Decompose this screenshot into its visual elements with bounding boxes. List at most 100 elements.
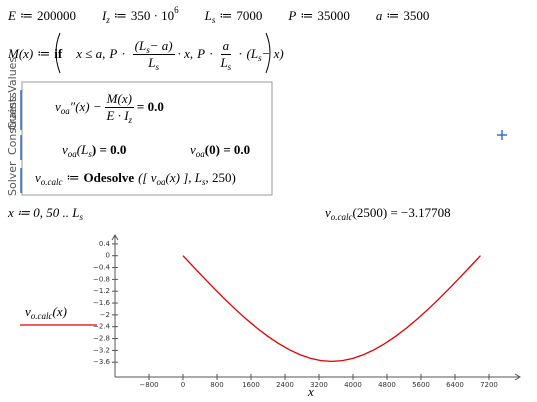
- var: a: [375, 8, 383, 23]
- t: − x): [261, 46, 284, 61]
- t: a: [222, 37, 230, 53]
- y-tick-label: 0.4: [99, 240, 111, 248]
- solver-label: Constraints: [6, 92, 19, 155]
- if-parens: [55, 32, 271, 74]
- op: ≔: [113, 8, 127, 23]
- t: (2500) = −3.17708: [352, 205, 451, 220]
- t: v: [190, 142, 196, 157]
- y-tick-label: −0.8: [93, 275, 110, 283]
- constraint: v oa (0) = 0.0: [190, 142, 251, 159]
- t: (0) = 0.0: [204, 142, 251, 157]
- value: 350 · 10: [130, 8, 175, 23]
- sub: s: [146, 44, 150, 55]
- sub: oa: [156, 177, 166, 187]
- t: (x) ], L: [165, 170, 202, 185]
- sub: o.calc: [30, 311, 53, 321]
- op: ≔: [66, 170, 80, 185]
- y-tick-label: −2.8: [93, 335, 110, 343]
- fn: M(x): [8, 46, 34, 61]
- t: − a): [149, 37, 173, 53]
- t: (x): [52, 304, 67, 319]
- y-tick-label: 0: [106, 252, 110, 260]
- x-axis-label: x: [308, 384, 314, 399]
- t: ([ v: [138, 170, 157, 185]
- op: ≔: [386, 8, 400, 23]
- y-tick-label: −1.2: [93, 287, 110, 295]
- kw: if: [54, 46, 63, 61]
- sub: z: [128, 114, 133, 125]
- y-tick-label: −2: [100, 311, 110, 319]
- sub: o.calc: [330, 212, 353, 222]
- x-tick-label: 3200: [310, 381, 328, 389]
- axis-arrow: [111, 234, 521, 381]
- t: ·: [121, 46, 126, 61]
- t: ″(x) −: [69, 99, 102, 114]
- x-tick-label: −800: [139, 381, 158, 389]
- t: , 250): [205, 170, 236, 185]
- t: L: [148, 54, 156, 70]
- var: E: [8, 8, 16, 23]
- t: v: [55, 99, 61, 114]
- t: M(x): [106, 90, 132, 106]
- sub: o.calc: [40, 177, 63, 187]
- t: = 0.0: [136, 99, 164, 114]
- t: ·: [238, 46, 243, 61]
- sub: oa: [60, 106, 70, 116]
- series-line: [182, 255, 481, 363]
- sup: 6: [174, 5, 179, 15]
- x-tick-label: 4000: [344, 381, 362, 389]
- op: ≔: [37, 46, 51, 61]
- value: 35000: [317, 8, 350, 23]
- var: L: [204, 8, 212, 23]
- t: ) = 0.0: [91, 142, 127, 157]
- x-tick-label: 6400: [446, 381, 464, 389]
- y-tick-label: −3.2: [93, 346, 110, 354]
- t: x ≤ a: [76, 46, 103, 61]
- t: E · I: [106, 107, 129, 123]
- t: v: [35, 170, 41, 185]
- t: L: [220, 54, 228, 70]
- x-tick-label: 1600: [242, 381, 260, 389]
- t: ·: [209, 46, 214, 61]
- t: P: [197, 46, 206, 61]
- op: ≔: [300, 8, 314, 23]
- t: P: [109, 46, 118, 61]
- t: (L: [246, 46, 259, 61]
- t: (L: [76, 142, 89, 157]
- solver-box: [21, 81, 273, 196]
- value: 3500: [403, 8, 430, 23]
- solver-label: Solver: [6, 161, 19, 196]
- constraint: v oa (L s) = 0.0: [62, 142, 127, 159]
- legend-label: v o.calc (x): [25, 304, 67, 321]
- var: I: [101, 8, 107, 23]
- sub: oa: [195, 149, 205, 159]
- y-tick-label: −0.4: [93, 264, 111, 272]
- sub: s: [88, 149, 92, 159]
- t: v: [25, 304, 31, 319]
- sub: s: [211, 15, 216, 25]
- sub: s: [227, 61, 232, 72]
- y-tick-label: −3.6: [93, 358, 111, 366]
- cursor-plus: [497, 130, 507, 140]
- sub: oa: [67, 149, 77, 159]
- x-tick-label: 4800: [378, 381, 396, 389]
- evaluation: v o.calc (2500) = −3.17708: [325, 205, 451, 222]
- x-tick-label: 800: [210, 381, 223, 389]
- op: ≔: [19, 8, 33, 23]
- t: ,: [102, 46, 106, 61]
- value: 7000: [236, 8, 263, 23]
- t: x ≔ 0, 50 .. L: [8, 205, 80, 220]
- t: v: [325, 205, 331, 220]
- t: · x: [177, 46, 190, 61]
- x-tick-label: 5600: [412, 381, 430, 389]
- x-tick-label: 7200: [480, 381, 498, 389]
- t: v: [62, 142, 68, 157]
- value: 200000: [36, 8, 76, 23]
